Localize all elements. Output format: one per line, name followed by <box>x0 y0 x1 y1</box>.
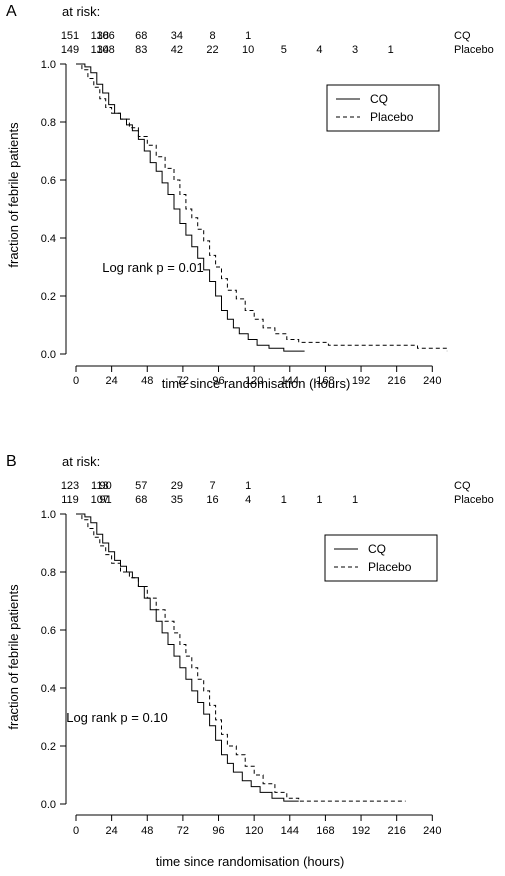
x-tick-label: 96 <box>212 375 224 387</box>
panel-label: B <box>6 453 17 470</box>
log-rank-annotation: Log rank p = 0.01 <box>102 260 204 275</box>
at-risk-cq-value: 1 <box>245 480 251 492</box>
at-risk-title: at risk: <box>62 454 100 469</box>
x-tick-label: 192 <box>352 825 370 837</box>
x-tick-label: 144 <box>281 825 299 837</box>
y-tick-label: 0.8 <box>41 567 56 579</box>
panel-b: B at risk: CQ Placebo Log rank p = 0.10 … <box>6 453 494 869</box>
series-line-placebo <box>76 63 448 352</box>
at-risk-placebo-value: 68 <box>135 494 147 506</box>
x-tick-label: 48 <box>141 375 153 387</box>
at-risk-placebo-value: 10 <box>242 44 254 56</box>
at-risk-cq-value: 29 <box>171 480 183 492</box>
y-tick-label: 1.0 <box>41 59 56 71</box>
at-risk-placebo-value: 1 <box>388 44 394 56</box>
series-line-cq <box>76 513 299 802</box>
at-risk-row-label-cq: CQ <box>454 480 471 492</box>
legend-box <box>326 84 440 132</box>
series-line-placebo <box>76 513 406 802</box>
at-risk-placebo-value: 83 <box>135 44 147 56</box>
at-risk-cq-value: 106 <box>96 30 114 42</box>
at-risk-placebo-value: 4 <box>316 44 322 56</box>
y-tick-label: 0.0 <box>41 349 56 361</box>
at-risk-placebo-value: 5 <box>281 44 287 56</box>
y-tick-label: 0.4 <box>41 233 56 245</box>
y-tick-label: 1.0 <box>41 509 56 521</box>
at-risk-placebo-value: 4 <box>245 494 251 506</box>
legend: CQ Placebo <box>324 534 438 582</box>
at-risk-placebo-value: 107 <box>91 494 109 506</box>
at-risk-placebo-value: 149 <box>61 44 79 56</box>
x-tick-label: 24 <box>106 375 118 387</box>
x-tick-label: 144 <box>281 375 299 387</box>
x-tick-label: 120 <box>245 375 263 387</box>
at-risk-cq-value: 151 <box>61 30 79 42</box>
x-tick-label: 0 <box>73 375 79 387</box>
x-tick-label: 192 <box>352 375 370 387</box>
at-risk-placebo-value: 3 <box>352 44 358 56</box>
at-risk-placebo-value: 1 <box>316 494 322 506</box>
at-risk-placebo-value: 1 <box>352 494 358 506</box>
x-tick-label: 168 <box>316 825 334 837</box>
at-risk-cq-value: 57 <box>135 480 147 492</box>
panel-label: A <box>6 3 17 20</box>
y-tick-label: 0.8 <box>41 117 56 129</box>
at-risk-placebo-value: 35 <box>171 494 183 506</box>
x-axis-title: time since randomisation (hours) <box>162 376 351 391</box>
x-tick-label: 72 <box>177 825 189 837</box>
y-tick-label: 0.4 <box>41 683 56 695</box>
x-tick-label: 72 <box>177 375 189 387</box>
legend: CQ Placebo <box>326 84 440 132</box>
at-risk-row-label-placebo: Placebo <box>454 44 494 56</box>
x-tick-label: 168 <box>316 375 334 387</box>
legend-label-cq: CQ <box>368 542 386 556</box>
y-tick-label: 0.2 <box>41 741 56 753</box>
x-axis-title: time since randomisation (hours) <box>156 854 345 869</box>
at-risk-cq-value: 138 <box>91 30 109 42</box>
x-tick-label: 0 <box>73 825 79 837</box>
legend-label-placebo: Placebo <box>370 110 414 124</box>
at-risk-placebo-value: 119 <box>61 494 79 506</box>
y-axis-title: fraction of febrile patients <box>6 584 21 730</box>
series-line-cq <box>76 63 305 352</box>
x-tick-label: 240 <box>423 825 441 837</box>
y-tick-label: 0.6 <box>41 625 56 637</box>
at-risk-placebo-value: 108 <box>96 44 114 56</box>
x-tick-label: 216 <box>387 375 405 387</box>
at-risk-placebo-value: 91 <box>100 494 112 506</box>
at-risk-row-label-cq: CQ <box>454 30 471 42</box>
x-tick-label: 48 <box>141 825 153 837</box>
legend-label-cq: CQ <box>370 92 388 106</box>
at-risk-cq-value: 90 <box>100 480 112 492</box>
at-risk-cq-value: 1 <box>245 30 251 42</box>
y-tick-label: 0.0 <box>41 799 56 811</box>
x-tick-label: 96 <box>212 825 224 837</box>
y-axis-title: fraction of febrile patients <box>6 122 21 268</box>
log-rank-annotation: Log rank p = 0.10 <box>66 710 168 725</box>
panel-a: A at risk: CQ Placebo Log rank p = 0.01 … <box>6 3 494 391</box>
at-risk-cq-value: 34 <box>171 30 183 42</box>
at-risk-placebo-value: 22 <box>206 44 218 56</box>
at-risk-placebo-value: 134 <box>91 44 109 56</box>
at-risk-placebo-value: 16 <box>206 494 218 506</box>
x-tick-label: 120 <box>245 825 263 837</box>
legend-label-placebo: Placebo <box>368 560 412 574</box>
at-risk-placebo-value: 42 <box>171 44 183 56</box>
x-tick-label: 240 <box>423 375 441 387</box>
at-risk-cq-value: 113 <box>91 480 109 492</box>
at-risk-cq-value: 8 <box>209 30 215 42</box>
y-tick-label: 0.6 <box>41 175 56 187</box>
at-risk-cq-value: 7 <box>209 480 215 492</box>
at-risk-placebo-value: 1 <box>281 494 287 506</box>
y-tick-label: 0.2 <box>41 291 56 303</box>
at-risk-cq-value: 123 <box>61 480 79 492</box>
legend-box <box>324 534 438 582</box>
x-tick-label: 24 <box>106 825 118 837</box>
at-risk-cq-value: 68 <box>135 30 147 42</box>
at-risk-title: at risk: <box>62 4 100 19</box>
x-tick-label: 216 <box>387 825 405 837</box>
at-risk-row-label-placebo: Placebo <box>454 494 494 506</box>
